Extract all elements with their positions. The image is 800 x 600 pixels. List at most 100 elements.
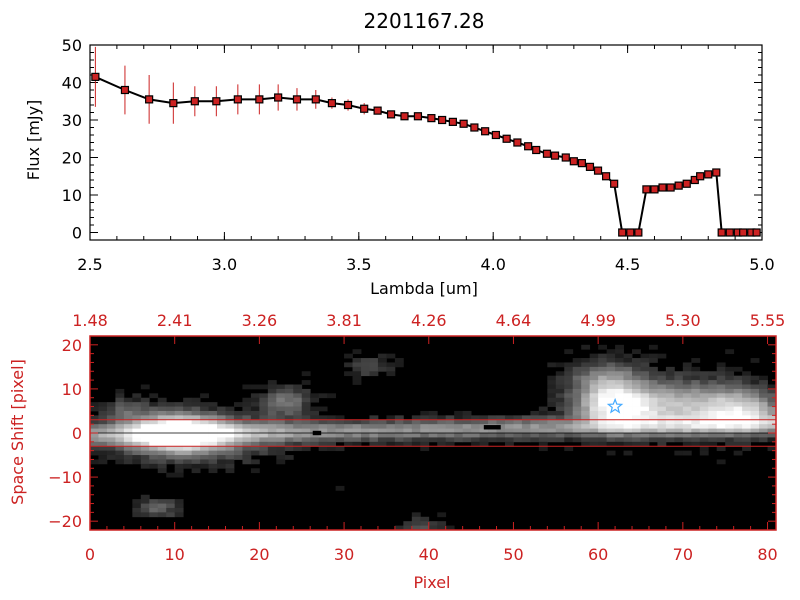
- image-pixel: [708, 428, 718, 434]
- image-pixel: [208, 468, 218, 474]
- image-pixel: [682, 362, 692, 368]
- image-pixel: [276, 446, 286, 452]
- spectrum-point: [550, 151, 560, 160]
- image-pixel: [166, 455, 176, 460]
- image-pixel: [699, 384, 709, 390]
- image-pixel: [157, 499, 167, 504]
- image-pixel: [242, 384, 252, 390]
- image-pixel: [98, 441, 108, 447]
- image-x-tick-label: 40: [419, 545, 439, 564]
- image-pixel: [115, 459, 125, 465]
- image-pixel: [547, 375, 557, 381]
- image-pixel: [606, 441, 616, 447]
- image-pixel: [183, 433, 193, 438]
- image-pixel: [123, 397, 133, 403]
- image-pixel: [420, 525, 430, 531]
- image-pixel: [293, 406, 303, 412]
- image-pixel: [183, 441, 193, 447]
- image-pixel: [106, 402, 116, 407]
- image-pixel: [496, 433, 506, 438]
- image-pixel: [191, 415, 201, 421]
- image-pixel: [606, 410, 616, 416]
- image-pixel: [149, 406, 159, 412]
- image-pixel: [115, 441, 125, 447]
- image-pixel: [657, 428, 667, 434]
- image-pixel: [174, 499, 184, 504]
- image-pixel: [276, 459, 286, 465]
- spectrum-x-tick-label: 4.0: [480, 255, 505, 274]
- image-pixel: [648, 402, 658, 407]
- image-pixel: [386, 441, 396, 447]
- image-pixel: [225, 410, 235, 416]
- image-pixel: [725, 419, 735, 425]
- image-pixel: [301, 428, 311, 434]
- image-pixel: [90, 437, 99, 443]
- spectrum-point: [145, 95, 154, 104]
- image-pixel: [259, 428, 269, 434]
- image-pixel: [564, 393, 574, 399]
- image-pixel: [191, 397, 201, 403]
- image-pixel: [140, 446, 150, 452]
- image-pixel: [98, 433, 108, 438]
- image-pixel: [183, 446, 193, 452]
- image-pixel: [657, 353, 667, 359]
- image-pixel: [250, 406, 260, 412]
- image-pixel: [183, 415, 193, 421]
- image-pixel: [344, 441, 353, 447]
- image-pixel: [293, 397, 303, 403]
- image-pixel: [217, 428, 226, 434]
- image-pixel: [394, 437, 404, 443]
- image-pixel: [445, 428, 455, 434]
- image-pixel: [564, 415, 574, 421]
- spectrum-point: [373, 106, 382, 115]
- image-pixel: [225, 441, 235, 447]
- image-pixel: [233, 402, 243, 407]
- image-pixel: [598, 428, 608, 434]
- image-pixel: [250, 424, 260, 429]
- spectrum-x-tick-label: 4.5: [615, 255, 640, 274]
- image-pixel: [132, 433, 142, 438]
- image-pixel: [352, 362, 362, 368]
- image-pixel: [598, 410, 608, 416]
- image-pixel: [598, 437, 608, 443]
- image-pixel: [361, 358, 370, 363]
- image-pixel: [301, 388, 311, 394]
- image-pixel: [361, 362, 370, 368]
- image-pixel: [488, 428, 497, 434]
- image-pixel: [140, 494, 150, 500]
- image-pixel: [564, 349, 574, 355]
- image-pixel: [259, 424, 269, 429]
- image-pixel: [564, 419, 574, 425]
- image-pixel: [200, 463, 209, 469]
- image-pixel: [632, 362, 641, 368]
- image-pixel: [361, 424, 370, 429]
- image-pixel: [589, 441, 599, 447]
- image-pixel: [538, 433, 548, 438]
- image-pixel: [183, 419, 193, 425]
- image-pixel: [377, 358, 387, 363]
- image-pixel: [327, 415, 337, 421]
- image-pixel: [369, 441, 379, 447]
- image-pixel: [183, 455, 193, 460]
- image-pixel: [369, 437, 379, 443]
- image-pixel: [674, 415, 684, 421]
- image-pixel: [352, 366, 362, 372]
- image-pixel: [293, 433, 303, 438]
- image-pixel: [691, 437, 701, 443]
- image-pixel: [217, 441, 226, 447]
- image-pixel: [132, 397, 142, 403]
- image-pixel: [90, 441, 99, 447]
- image-pixel: [632, 371, 641, 377]
- image-pixel: [394, 362, 404, 368]
- image-pixel: [767, 433, 777, 438]
- image-pixel: [208, 402, 218, 407]
- image-pixel: [132, 499, 142, 504]
- image-pixel: [632, 441, 641, 447]
- image-pixel: [708, 397, 718, 403]
- spectrum-point: [190, 97, 199, 106]
- image-pixel: [242, 446, 252, 452]
- image-pixel: [149, 499, 159, 504]
- image-pixel: [640, 410, 650, 416]
- image-pixel: [293, 384, 303, 390]
- image-pixel: [259, 433, 269, 438]
